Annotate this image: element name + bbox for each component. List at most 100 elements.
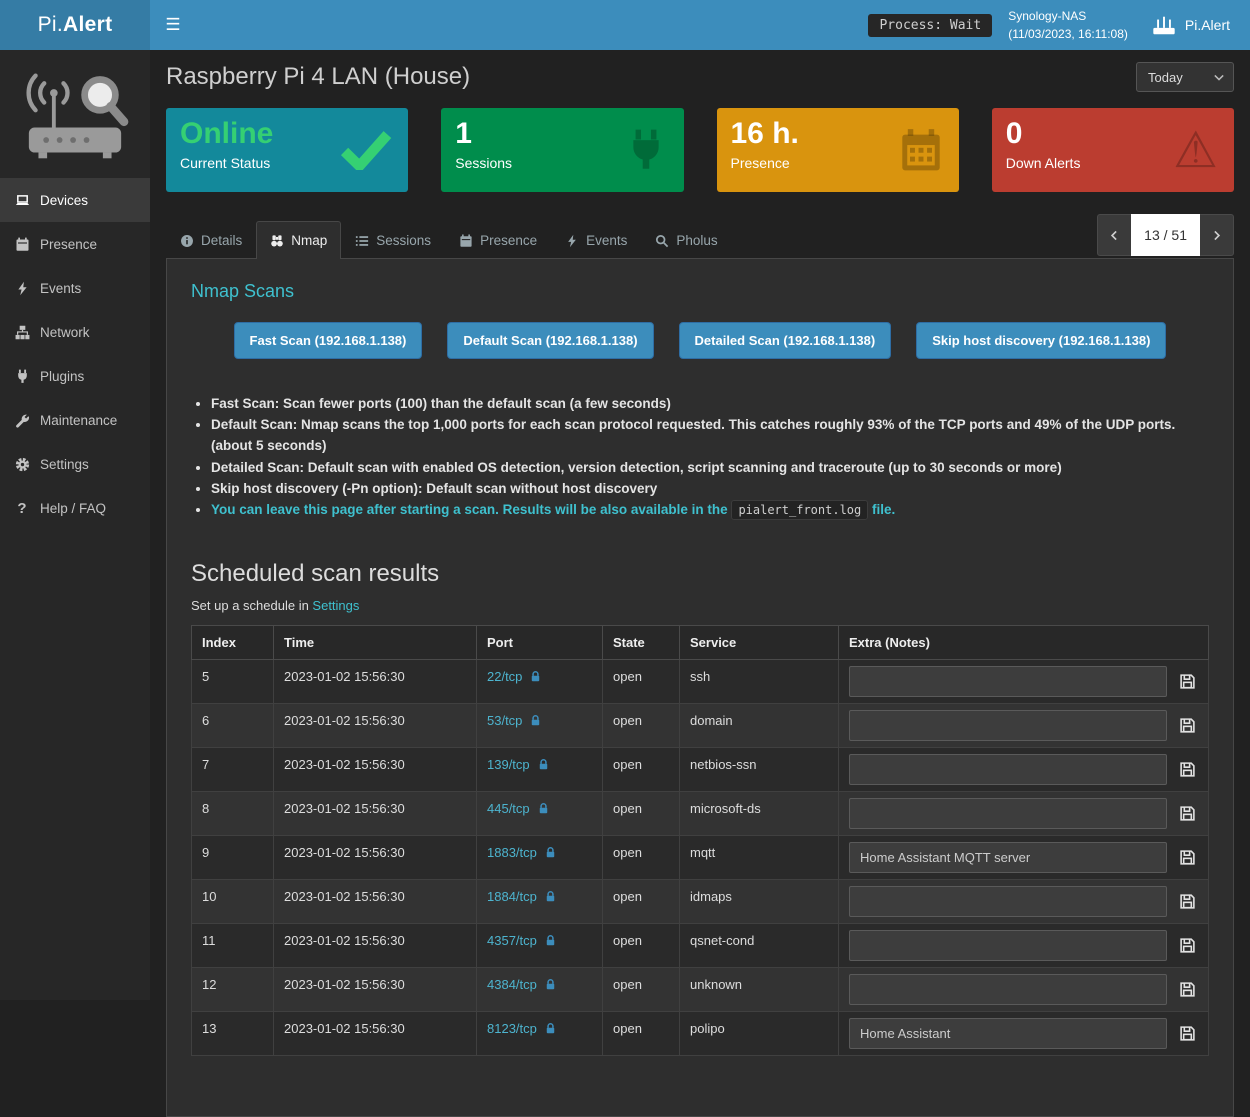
router-icon xyxy=(1153,16,1175,34)
save-icon xyxy=(1179,674,1195,689)
cell-port: 8123/tcp xyxy=(476,1011,603,1057)
save-icon xyxy=(1179,982,1195,997)
cell-time: 2023-01-02 15:56:30 xyxy=(273,703,477,749)
port-link[interactable]: 1883/tcp xyxy=(487,845,557,860)
maintenance-icon xyxy=(14,412,30,428)
port-link[interactable]: 4384/tcp xyxy=(487,977,557,992)
save-icon xyxy=(1179,806,1195,821)
tab-content-panel: Nmap Scans Fast Scan (192.168.1.138) Def… xyxy=(166,258,1234,1117)
save-note-button[interactable] xyxy=(1176,671,1198,693)
cell-port: 1883/tcp xyxy=(476,835,603,881)
prev-device-button[interactable] xyxy=(1097,214,1132,256)
cell-notes xyxy=(838,879,1209,925)
devices-icon xyxy=(14,192,30,208)
port-link[interactable]: 8123/tcp xyxy=(487,1021,557,1036)
list-icon xyxy=(356,235,369,246)
cell-service: qsnet-cond xyxy=(679,923,839,969)
note-input[interactable] xyxy=(849,930,1167,962)
binoculars-icon xyxy=(271,234,284,247)
save-note-button[interactable] xyxy=(1176,935,1198,957)
user-menu[interactable]: Pi.Alert xyxy=(1152,16,1230,35)
save-note-button[interactable] xyxy=(1176,891,1198,913)
note-input[interactable] xyxy=(849,666,1167,698)
save-note-button[interactable] xyxy=(1176,979,1198,1001)
sidebar-item-presence[interactable]: Presence xyxy=(0,222,150,266)
presence-value: 16 h. xyxy=(730,117,799,150)
port-link[interactable]: 445/tcp xyxy=(487,801,550,816)
tab-sessions[interactable]: Sessions xyxy=(341,221,445,259)
app-logo: Pi. Alert xyxy=(0,0,150,50)
note-input[interactable] xyxy=(849,886,1167,918)
save-note-button[interactable] xyxy=(1176,847,1198,869)
settings-link[interactable]: Settings xyxy=(312,598,360,614)
port-link[interactable]: 53/tcp xyxy=(487,713,542,728)
topbar-spacer xyxy=(196,0,868,50)
port-link[interactable]: 4357/tcp xyxy=(487,933,557,948)
tab-details[interactable]: Details xyxy=(166,221,256,259)
note-input[interactable] xyxy=(849,798,1167,830)
process-status-badge: Process: Wait xyxy=(868,13,993,37)
bolt-icon xyxy=(568,234,576,247)
save-note-button[interactable] xyxy=(1176,1023,1198,1045)
sidebar-item-network[interactable]: Network xyxy=(0,310,150,354)
tab-pholus[interactable]: Pholus xyxy=(641,221,731,259)
sidebar-item-help[interactable]: ? Help / FAQ xyxy=(0,486,150,530)
note-input[interactable] xyxy=(849,754,1167,786)
note-input[interactable] xyxy=(849,1018,1167,1050)
cell-time: 2023-01-02 15:56:30 xyxy=(273,879,477,925)
default-scan-button[interactable]: Default Scan (192.168.1.138) xyxy=(447,322,654,359)
cell-port: 53/tcp xyxy=(476,703,603,749)
down-alerts-label: Down Alerts xyxy=(1005,154,1081,171)
port-link[interactable]: 22/tcp xyxy=(487,669,542,684)
log-file-name: pialert_front.log xyxy=(731,499,869,520)
save-icon xyxy=(1179,938,1195,953)
results-tbody: 5 2023-01-02 15:56:30 22/tcp open ssh 6 … xyxy=(191,659,1209,1057)
cell-state: open xyxy=(602,1011,680,1057)
port-link[interactable]: 139/tcp xyxy=(487,757,550,772)
fast-scan-button[interactable]: Fast Scan (192.168.1.138) xyxy=(233,322,423,359)
table-row: 9 2023-01-02 15:56:30 1883/tcp open mqtt xyxy=(191,835,1209,881)
sidebar-item-label: Devices xyxy=(40,192,89,208)
down-alerts-value: 0 xyxy=(1005,117,1023,150)
cell-notes xyxy=(838,1011,1209,1057)
note-input[interactable] xyxy=(849,842,1167,874)
period-select[interactable]: Today xyxy=(1136,62,1234,92)
presence-icon xyxy=(14,236,30,252)
check-icon xyxy=(340,130,392,170)
port-number: 445/tcp xyxy=(487,801,530,817)
port-number: 53/tcp xyxy=(487,713,523,729)
sidebar-item-maintenance[interactable]: Maintenance xyxy=(0,398,150,442)
save-note-button[interactable] xyxy=(1176,715,1198,737)
cell-service: ssh xyxy=(679,659,839,705)
sidebar-item-plugins[interactable]: Plugins xyxy=(0,354,150,398)
note-input[interactable] xyxy=(849,710,1167,742)
status-card-presence: 16 h. Presence xyxy=(716,108,959,192)
info-icon xyxy=(181,234,193,247)
cell-state: open xyxy=(602,923,680,969)
cell-index: 6 xyxy=(191,703,274,749)
save-note-button[interactable] xyxy=(1176,803,1198,825)
tab-nmap[interactable]: Nmap xyxy=(256,221,342,259)
sidebar-item-events[interactable]: Events xyxy=(0,266,150,310)
save-note-button[interactable] xyxy=(1176,759,1198,781)
detailed-scan-button[interactable]: Detailed Scan (192.168.1.138) xyxy=(678,322,892,359)
next-device-button[interactable] xyxy=(1200,214,1234,256)
skip-host-discovery-button[interactable]: Skip host discovery (192.168.1.138) xyxy=(916,322,1167,359)
sidebar-item-settings[interactable]: Settings xyxy=(0,442,150,486)
status-value: Online xyxy=(180,117,274,150)
calendar-icon xyxy=(460,234,472,247)
hamburger-menu-icon[interactable]: ☰ xyxy=(165,15,181,34)
cell-time: 2023-01-02 15:56:30 xyxy=(273,835,477,881)
cell-time: 2023-01-02 15:56:30 xyxy=(273,923,477,969)
tab-events[interactable]: Events xyxy=(551,221,641,259)
note-input[interactable] xyxy=(849,974,1167,1006)
cell-state: open xyxy=(602,791,680,837)
port-number: 4384/tcp xyxy=(487,977,537,993)
bullet-detailed-scan: Detailed Scan: Default scan with enabled… xyxy=(211,457,1209,478)
user-label: Pi.Alert xyxy=(1184,17,1230,33)
tab-presence[interactable]: Presence xyxy=(445,221,551,259)
cell-port: 1884/tcp xyxy=(476,879,603,925)
port-link[interactable]: 1884/tcp xyxy=(487,889,557,904)
cell-port: 4384/tcp xyxy=(476,967,603,1013)
sidebar-item-devices[interactable]: Devices xyxy=(0,178,150,222)
